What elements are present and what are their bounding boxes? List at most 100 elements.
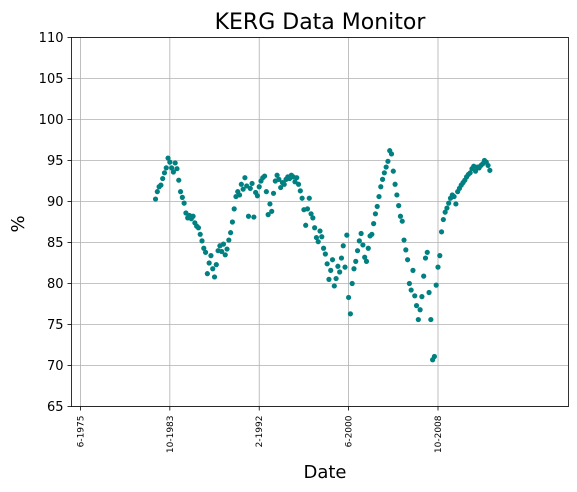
data-point bbox=[278, 184, 284, 191]
data-point bbox=[170, 169, 177, 175]
data-point bbox=[438, 229, 445, 235]
data-point bbox=[265, 212, 271, 218]
data-point bbox=[224, 246, 230, 252]
data-point bbox=[347, 311, 353, 317]
data-point bbox=[338, 255, 345, 261]
data-point bbox=[310, 215, 316, 221]
y-axis-label: % bbox=[8, 215, 29, 232]
data-points bbox=[152, 148, 493, 363]
data-point bbox=[392, 181, 398, 187]
data-point bbox=[371, 221, 377, 227]
data-point bbox=[199, 238, 205, 244]
data-point bbox=[376, 193, 382, 200]
data-point bbox=[446, 200, 452, 206]
data-point bbox=[329, 257, 336, 263]
data-point bbox=[356, 238, 362, 244]
data-point bbox=[335, 263, 341, 269]
data-point bbox=[236, 192, 243, 198]
data-point bbox=[161, 170, 168, 176]
data-point bbox=[261, 173, 268, 179]
data-point bbox=[331, 283, 337, 289]
data-point bbox=[213, 262, 219, 268]
data-point bbox=[228, 230, 234, 236]
data-point bbox=[388, 151, 395, 157]
data-point bbox=[190, 213, 196, 219]
data-point bbox=[453, 201, 459, 207]
x-tick-label: 6-1975 bbox=[76, 416, 86, 448]
data-point bbox=[160, 175, 166, 182]
data-point bbox=[202, 249, 209, 255]
data-point bbox=[344, 232, 350, 238]
data-point bbox=[165, 155, 171, 161]
data-point bbox=[337, 269, 343, 275]
data-point bbox=[396, 203, 402, 209]
data-point bbox=[417, 307, 423, 313]
y-tick-label: 70 bbox=[47, 359, 64, 374]
data-point bbox=[421, 273, 427, 279]
y-tick-label: 85 bbox=[47, 236, 64, 251]
data-point bbox=[304, 206, 311, 212]
data-point bbox=[229, 219, 235, 225]
data-point bbox=[269, 208, 275, 214]
data-point bbox=[247, 185, 253, 191]
data-point bbox=[179, 194, 185, 200]
data-point bbox=[319, 234, 325, 240]
y-tick-label: 65 bbox=[47, 400, 64, 415]
data-point bbox=[381, 170, 387, 176]
data-point bbox=[433, 282, 439, 288]
data-point bbox=[197, 231, 203, 237]
y-tick-label: 75 bbox=[47, 318, 64, 333]
data-point bbox=[428, 316, 434, 323]
x-axis-label: Date bbox=[303, 462, 346, 483]
data-point bbox=[231, 206, 237, 212]
data-point bbox=[312, 225, 318, 231]
data-point bbox=[163, 165, 169, 171]
data-point bbox=[485, 162, 491, 169]
data-point bbox=[158, 182, 164, 188]
data-point bbox=[281, 181, 287, 187]
x-ticks: 6-1975 10-1983 2-1992 6-2000 10-2008 bbox=[76, 406, 444, 453]
data-point bbox=[299, 195, 305, 201]
data-point bbox=[394, 192, 400, 198]
data-point bbox=[181, 200, 187, 206]
data-point bbox=[219, 248, 225, 255]
data-point bbox=[328, 267, 334, 273]
data-point bbox=[440, 216, 446, 223]
data-point bbox=[322, 251, 328, 257]
data-point bbox=[320, 245, 327, 251]
data-point bbox=[240, 186, 246, 192]
data-point bbox=[263, 189, 269, 195]
data-point bbox=[308, 211, 314, 217]
data-point bbox=[383, 164, 389, 170]
data-point bbox=[313, 234, 320, 241]
data-point bbox=[363, 258, 370, 264]
data-point bbox=[152, 196, 159, 202]
data-point bbox=[412, 293, 418, 299]
y-ticks: 65 70 75 80 85 90 95 100 105 110 bbox=[39, 31, 72, 415]
data-point bbox=[426, 289, 432, 296]
data-point bbox=[397, 213, 404, 219]
y-tick-label: 100 bbox=[39, 113, 64, 128]
data-point bbox=[415, 316, 421, 323]
data-point bbox=[487, 167, 493, 173]
data-point bbox=[333, 275, 339, 282]
data-point bbox=[242, 175, 248, 181]
data-point bbox=[374, 203, 380, 210]
data-point bbox=[249, 180, 255, 187]
data-point bbox=[399, 218, 405, 224]
data-point bbox=[195, 225, 202, 231]
data-point bbox=[346, 294, 352, 301]
data-point bbox=[390, 168, 396, 174]
data-point bbox=[362, 254, 368, 260]
data-point bbox=[204, 271, 210, 277]
data-point bbox=[254, 193, 261, 199]
data-point bbox=[211, 274, 218, 280]
y-tick-label: 105 bbox=[39, 72, 64, 87]
data-point bbox=[220, 241, 227, 247]
data-point bbox=[442, 209, 448, 215]
data-point bbox=[340, 243, 346, 249]
x-tick-label: 6-2000 bbox=[345, 415, 355, 447]
data-point bbox=[413, 303, 420, 309]
data-point bbox=[472, 168, 479, 174]
data-point bbox=[403, 247, 409, 253]
